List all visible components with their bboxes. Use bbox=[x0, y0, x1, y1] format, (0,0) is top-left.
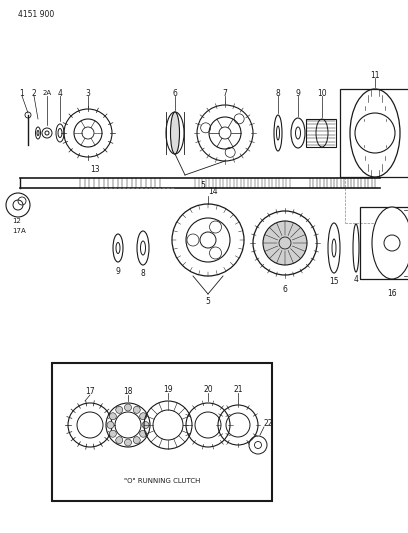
Text: 17A: 17A bbox=[12, 228, 26, 234]
Circle shape bbox=[109, 430, 116, 437]
Text: 16: 16 bbox=[387, 288, 397, 297]
Text: 4: 4 bbox=[354, 276, 359, 285]
Text: 13: 13 bbox=[90, 165, 100, 174]
Text: 21: 21 bbox=[233, 384, 243, 393]
Text: 19: 19 bbox=[163, 384, 173, 393]
Circle shape bbox=[142, 422, 149, 429]
Text: 6: 6 bbox=[283, 285, 288, 294]
Text: 14: 14 bbox=[208, 188, 218, 197]
Bar bbox=[360, 207, 408, 279]
Text: 17: 17 bbox=[85, 386, 95, 395]
Text: "O" RUNNING CLUTCH: "O" RUNNING CLUTCH bbox=[124, 478, 200, 484]
Text: 2A: 2A bbox=[42, 90, 51, 96]
Circle shape bbox=[116, 437, 123, 443]
Text: 4: 4 bbox=[58, 88, 62, 98]
Ellipse shape bbox=[372, 207, 408, 279]
Text: 6: 6 bbox=[173, 88, 177, 98]
Circle shape bbox=[140, 413, 146, 420]
Text: 12: 12 bbox=[12, 218, 21, 224]
Circle shape bbox=[263, 221, 307, 265]
Text: 2: 2 bbox=[32, 88, 36, 98]
Text: 20: 20 bbox=[203, 384, 213, 393]
Text: 4151 900: 4151 900 bbox=[18, 10, 54, 19]
Text: 10: 10 bbox=[317, 88, 327, 98]
Text: 1: 1 bbox=[20, 88, 24, 98]
Text: 9: 9 bbox=[295, 88, 300, 98]
Text: 8: 8 bbox=[276, 88, 280, 98]
Text: 3: 3 bbox=[86, 88, 91, 98]
Circle shape bbox=[124, 439, 131, 446]
Circle shape bbox=[109, 413, 116, 420]
Text: 22: 22 bbox=[263, 418, 273, 427]
Circle shape bbox=[140, 430, 146, 437]
Text: 7: 7 bbox=[222, 88, 227, 98]
Circle shape bbox=[116, 406, 123, 414]
Text: 5: 5 bbox=[201, 181, 206, 190]
Bar bbox=[340, 89, 408, 177]
Bar bbox=[52, 363, 272, 501]
Circle shape bbox=[107, 422, 114, 429]
Text: 8: 8 bbox=[141, 270, 145, 279]
Circle shape bbox=[133, 437, 140, 443]
Text: 15: 15 bbox=[329, 278, 339, 287]
Text: 9: 9 bbox=[115, 268, 120, 277]
Circle shape bbox=[124, 404, 131, 411]
Text: 5: 5 bbox=[206, 297, 211, 306]
Text: 11: 11 bbox=[370, 70, 380, 79]
Circle shape bbox=[133, 406, 140, 414]
Text: 18: 18 bbox=[123, 386, 133, 395]
Ellipse shape bbox=[171, 112, 180, 154]
Bar bbox=[306, 119, 336, 147]
